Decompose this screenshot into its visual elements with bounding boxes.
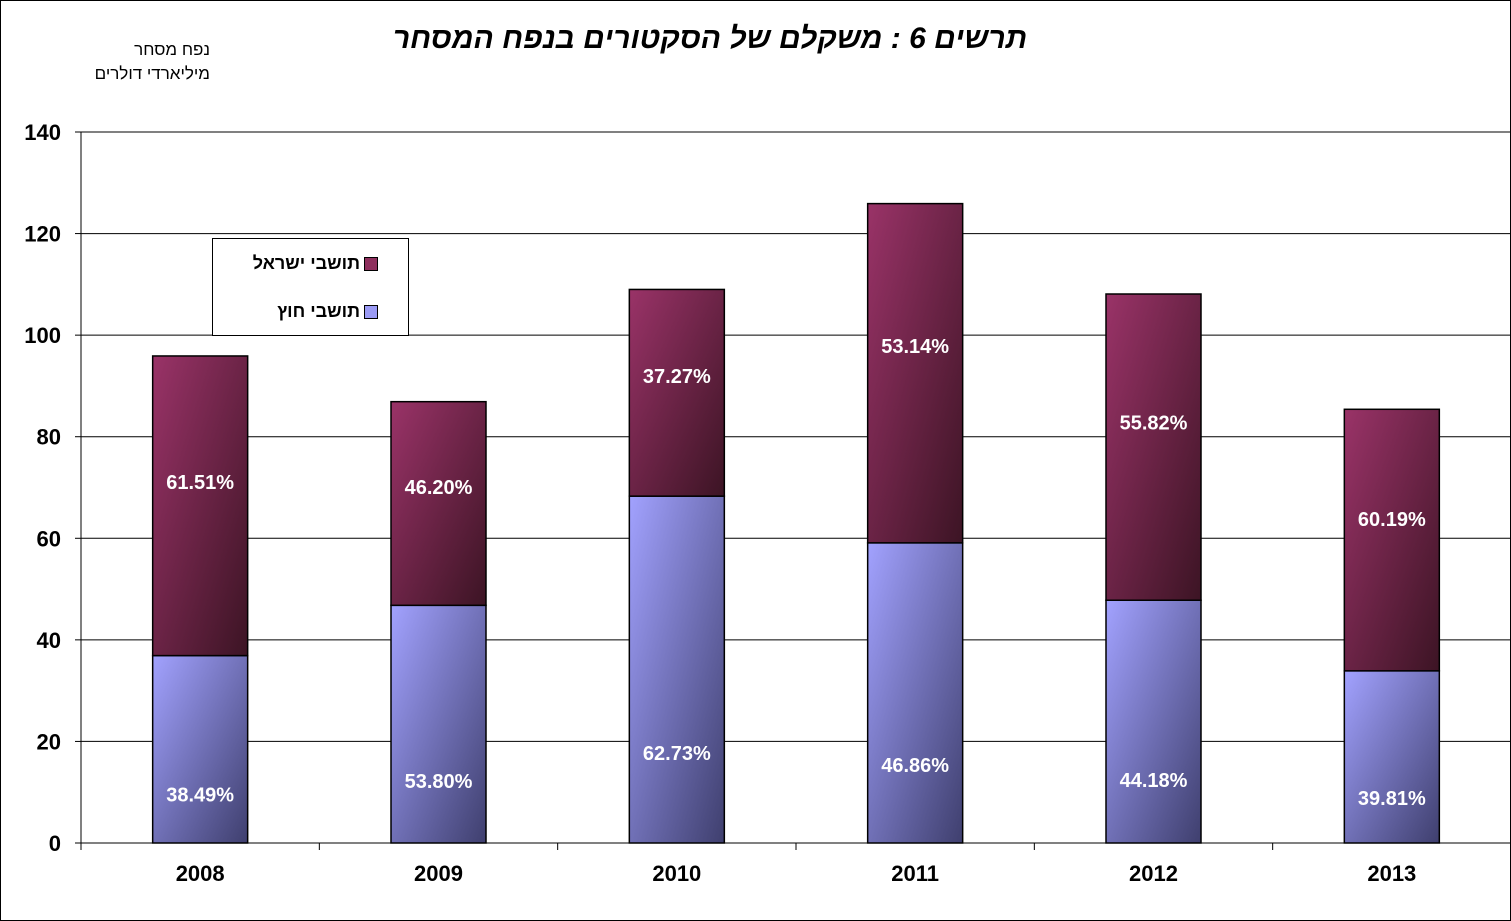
unit-label-line2: מיליארדי דולרים bbox=[94, 64, 210, 83]
legend-item-israeli-residents: תושבי ישראל bbox=[253, 253, 378, 274]
y-tick-label: 120 bbox=[24, 222, 61, 247]
data-label: 44.18% bbox=[1120, 770, 1188, 792]
y-tick-label: 60 bbox=[37, 526, 61, 551]
bar-segment-israeli bbox=[866, 202, 964, 544]
y-tick-label: 20 bbox=[37, 729, 61, 754]
data-label: 46.86% bbox=[881, 755, 949, 777]
bar-segment-israeli bbox=[628, 288, 726, 497]
data-label: 46.20% bbox=[405, 477, 473, 499]
bar-segment-israeli bbox=[390, 400, 487, 607]
unit-label-line1: נפח מסחר bbox=[134, 40, 210, 59]
data-label: 60.19% bbox=[1358, 509, 1426, 531]
y-tick-label: 0 bbox=[49, 831, 61, 856]
legend-swatch-foreign bbox=[364, 304, 378, 319]
y-axis-unit-label: נפח מסחר מיליארדי דולרים bbox=[30, 38, 210, 86]
bar-segment-israeli bbox=[1105, 293, 1202, 601]
data-label: 55.82% bbox=[1120, 413, 1188, 435]
legend-item-foreign-residents: תושבי חוץ bbox=[277, 301, 378, 322]
x-tick-label: 2012 bbox=[1129, 861, 1178, 886]
legend-swatch-israeli bbox=[364, 256, 378, 271]
chart-title: תרשים 6 : משקלם של הסקטורים בנפח המסחר bbox=[392, 22, 1028, 55]
data-label: 38.49% bbox=[166, 784, 234, 806]
data-label: 62.73% bbox=[643, 743, 711, 765]
y-tick-label: 40 bbox=[37, 628, 61, 653]
x-tick-label: 2011 bbox=[891, 861, 939, 886]
bar-segment-foreign bbox=[1343, 670, 1441, 844]
y-tick-label: 140 bbox=[24, 120, 61, 145]
x-tick-label: 2008 bbox=[176, 861, 225, 886]
bar-segment-israeli bbox=[151, 355, 249, 657]
legend: תושבי ישראל תושבי חוץ bbox=[212, 238, 409, 336]
x-tick-label: 2013 bbox=[1367, 861, 1416, 886]
y-tick-label: 100 bbox=[24, 323, 61, 348]
legend-label-foreign: תושבי חוץ bbox=[277, 301, 360, 321]
data-label: 39.81% bbox=[1358, 788, 1426, 810]
x-tick-label: 2009 bbox=[414, 861, 463, 886]
legend-label-israeli: תושבי ישראל bbox=[252, 253, 360, 273]
bar-segment-foreign bbox=[1105, 599, 1202, 844]
y-tick-label: 80 bbox=[37, 425, 61, 450]
data-label: 61.51% bbox=[166, 472, 234, 494]
data-label: 53.14% bbox=[881, 336, 949, 358]
data-label: 53.80% bbox=[405, 771, 473, 793]
data-label: 37.27% bbox=[643, 366, 711, 388]
bar-segment-israeli bbox=[1343, 408, 1441, 672]
bar-segment-foreign bbox=[866, 542, 964, 844]
bar-segment-foreign bbox=[151, 654, 249, 844]
bar-segment-foreign bbox=[628, 495, 726, 844]
x-tick-label: 2010 bbox=[652, 861, 701, 886]
bar-segment-foreign bbox=[390, 604, 487, 844]
